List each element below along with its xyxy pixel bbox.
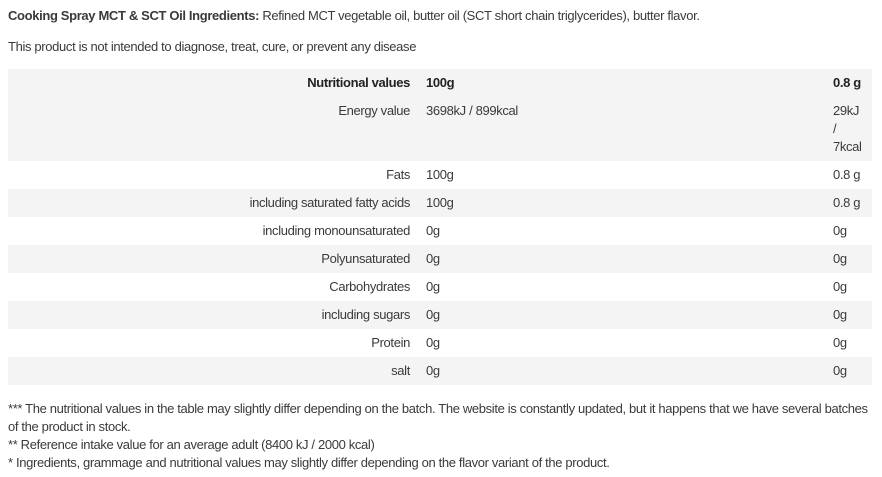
row-label: Energy value xyxy=(338,103,410,118)
footnotes: *** The nutritional values in the table … xyxy=(8,400,874,472)
row-value-100g: 0g xyxy=(426,279,440,294)
header-label: Nutritional values xyxy=(307,75,410,90)
row-label: including sugars xyxy=(321,307,411,322)
header-100g: 100g xyxy=(426,75,455,90)
table-row: Fats 100g 0.8 g xyxy=(8,161,872,189)
row-value-serving: 0.8 g xyxy=(833,167,861,182)
row-value-100g: 0g xyxy=(426,251,440,266)
footnote: ** Reference intake value for an average… xyxy=(8,437,375,452)
table-row: salt 0g 0g xyxy=(8,357,872,385)
row-value-serving: 0g xyxy=(833,363,847,378)
row-value-serving: 29kJ / 7kcal xyxy=(833,103,862,154)
table-row: including sugars 0g 0g xyxy=(8,301,872,329)
row-value-serving: 0g xyxy=(833,223,847,238)
row-label: Fats xyxy=(386,167,410,182)
row-value-serving: 0g xyxy=(833,251,847,266)
row-label: Protein xyxy=(371,335,410,350)
row-value-100g: 100g xyxy=(426,195,454,210)
ingredients-text: Refined MCT vegetable oil, butter oil (S… xyxy=(259,8,700,23)
table-row: Carbohydrates 0g 0g xyxy=(8,273,872,301)
row-label: Polyunsaturated xyxy=(321,251,410,266)
row-value-100g: 0g xyxy=(426,223,440,238)
ingredients: Cooking Spray MCT & SCT Oil Ingredients:… xyxy=(8,8,700,23)
footnote: * Ingredients, grammage and nutritional … xyxy=(8,455,610,470)
row-label: including saturated fatty acids xyxy=(249,195,411,210)
table-row: including saturated fatty acids 100g 0.8 g xyxy=(8,189,872,217)
row-value-serving: 0.8 g xyxy=(833,195,861,210)
disclaimer: This product is not intended to diagnose… xyxy=(8,39,417,54)
table-row: Polyunsaturated 0g 0g xyxy=(8,245,872,273)
table-header: Nutritional values 100g 0.8 g xyxy=(8,69,872,97)
row-value-serving: 0g xyxy=(833,279,847,294)
table-row: including monounsaturated 0g 0g xyxy=(8,217,872,245)
row-label: including monounsaturated xyxy=(262,223,411,238)
header-serving: 0.8 g xyxy=(833,75,861,90)
row-value-serving: 0g xyxy=(833,335,847,350)
row-value-100g: 0g xyxy=(426,307,440,322)
row-value-serving: 0g xyxy=(833,307,847,322)
row-value-100g: 0g xyxy=(426,363,440,378)
nutrition-table: Nutritional values 100g 0.8 g Energy val… xyxy=(8,69,872,385)
row-label: salt xyxy=(391,363,410,378)
row-value-100g: 3698kJ / 899kcal xyxy=(426,103,518,118)
ingredients-label: Cooking Spray MCT & SCT Oil Ingredients: xyxy=(8,8,260,23)
row-value-100g: 0g xyxy=(426,335,440,350)
row-value-100g: 100g xyxy=(426,167,454,182)
footnote: *** The nutritional values in the table … xyxy=(8,401,868,434)
table-row: Energy value 3698kJ / 899kcal 29kJ / 7kcal xyxy=(8,97,872,161)
table-row: Protein 0g 0g xyxy=(8,329,872,357)
row-label: Carbohydrates xyxy=(329,279,410,294)
